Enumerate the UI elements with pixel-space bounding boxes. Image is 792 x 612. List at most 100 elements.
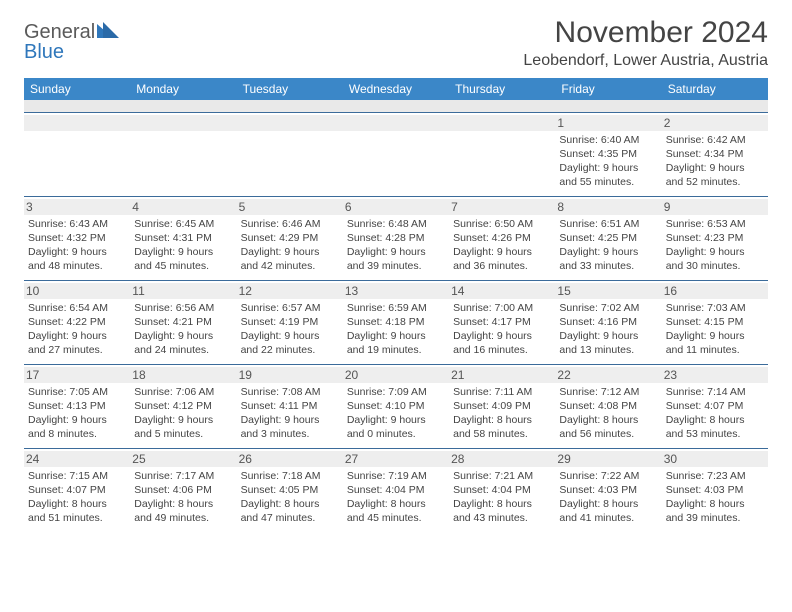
sunrise-text: Sunrise: 7:18 AM — [241, 469, 339, 483]
day-number: 13 — [343, 283, 449, 299]
logo-text-1: General — [24, 22, 95, 42]
week-row: 17 Sunrise: 7:05 AMSunset: 4:13 PMDayligh… — [24, 364, 768, 448]
day-cell-23: 23Sunrise: 7:14 AMSunset: 4:07 PMDayligh… — [662, 364, 768, 448]
sunset-text: Sunset: 4:28 PM — [347, 231, 445, 245]
daylight-text: Daylight: 8 hours and 39 minutes. — [666, 497, 764, 525]
empty-cell — [24, 112, 130, 196]
sunset-text: Sunset: 4:29 PM — [241, 231, 339, 245]
day-details: Sunrise: 6:51 AMSunset: 4:25 PMDaylight:… — [559, 217, 657, 274]
sunrise-text: Sunrise: 7:15 AM — [28, 469, 126, 483]
day-details: Sunrise: 6:53 AMSunset: 4:23 PMDaylight:… — [666, 217, 764, 274]
daynum-empty — [24, 115, 130, 131]
day-details: Sunrise: 6:50 AMSunset: 4:26 PMDaylight:… — [453, 217, 551, 274]
day-details: Sunrise: 6:43 AMSunset: 4:32 PMDaylight:… — [28, 217, 126, 274]
week-row: 24Sunrise: 7:15 AMSunset: 4:07 PMDayligh… — [24, 448, 768, 532]
sunset-text: Sunset: 4:16 PM — [559, 315, 657, 329]
day-cell-24: 24Sunrise: 7:15 AMSunset: 4:07 PMDayligh… — [24, 448, 130, 532]
sunrise-text: Sunrise: 7:14 AM — [666, 385, 764, 399]
day-details: Sunrise: 6:46 AMSunset: 4:29 PMDaylight:… — [241, 217, 339, 274]
day-cell-21: 21Sunrise: 7:11 AMSunset: 4:09 PMDayligh… — [449, 364, 555, 448]
blank-cell — [662, 100, 768, 112]
sunrise-text: Sunrise: 6:53 AM — [666, 217, 764, 231]
sunset-text: Sunset: 4:22 PM — [28, 315, 126, 329]
day-header-saturday: Saturday — [662, 78, 768, 100]
day-details: Sunrise: 7:14 AMSunset: 4:07 PMDaylight:… — [666, 385, 764, 442]
day-cell-19: 19Sunrise: 7:08 AMSunset: 4:11 PMDayligh… — [237, 364, 343, 448]
daylight-text: Daylight: 8 hours and 45 minutes. — [347, 497, 445, 525]
header: General Blue November 2024 Leobendorf, L… — [24, 16, 768, 70]
day-number: 25 — [130, 451, 236, 467]
blank-cell — [555, 100, 661, 112]
day-details: Sunrise: 7:06 AMSunset: 4:12 PMDaylight:… — [134, 385, 232, 442]
day-details: Sunrise: 6:48 AMSunset: 4:28 PMDaylight:… — [347, 217, 445, 274]
day-cell-15: 15Sunrise: 7:02 AMSunset: 4:16 PMDayligh… — [555, 280, 661, 364]
daylight-text: Daylight: 9 hours and 11 minutes. — [666, 329, 764, 357]
day-header-thursday: Thursday — [449, 78, 555, 100]
logo: General Blue — [24, 16, 119, 62]
day-details: Sunrise: 6:57 AMSunset: 4:19 PMDaylight:… — [241, 301, 339, 358]
daylight-text: Daylight: 9 hours and 27 minutes. — [28, 329, 126, 357]
location-text: Leobendorf, Lower Austria, Austria — [523, 52, 768, 70]
day-number: 2 — [662, 115, 768, 131]
daylight-text: Daylight: 8 hours and 41 minutes. — [559, 497, 657, 525]
day-cell-30: 30Sunrise: 7:23 AMSunset: 4:03 PMDayligh… — [662, 448, 768, 532]
day-details: Sunrise: 6:54 AMSunset: 4:22 PMDaylight:… — [28, 301, 126, 358]
sunset-text: Sunset: 4:26 PM — [453, 231, 551, 245]
day-number: 5 — [237, 199, 343, 215]
day-cell-26: 26Sunrise: 7:18 AMSunset: 4:05 PMDayligh… — [237, 448, 343, 532]
day-number: 9 — [662, 199, 768, 215]
day-cell-12: 12Sunrise: 6:57 AMSunset: 4:19 PMDayligh… — [237, 280, 343, 364]
day-details: Sunrise: 7:21 AMSunset: 4:04 PMDaylight:… — [453, 469, 551, 526]
sunset-text: Sunset: 4:34 PM — [666, 147, 764, 161]
daynum-empty — [130, 115, 236, 131]
day-number: 17 — [24, 367, 130, 383]
day-details: Sunrise: 6:56 AMSunset: 4:21 PMDaylight:… — [134, 301, 232, 358]
daylight-text: Daylight: 9 hours and 19 minutes. — [347, 329, 445, 357]
daylight-text: Daylight: 9 hours and 22 minutes. — [241, 329, 339, 357]
day-cell-7: 7Sunrise: 6:50 AMSunset: 4:26 PMDaylight… — [449, 196, 555, 280]
day-details: Sunrise: 6:45 AMSunset: 4:31 PMDaylight:… — [134, 217, 232, 274]
day-cell-14: 14Sunrise: 7:00 AMSunset: 4:17 PMDayligh… — [449, 280, 555, 364]
sunrise-text: Sunrise: 7:23 AM — [666, 469, 764, 483]
daylight-text: Daylight: 9 hours and 39 minutes. — [347, 245, 445, 273]
day-cell-4: 4Sunrise: 6:45 AMSunset: 4:31 PMDaylight… — [130, 196, 236, 280]
daylight-text: Daylight: 9 hours and 13 minutes. — [559, 329, 657, 357]
day-details: Sunrise: 7:05 AMSunset: 4:13 PMDaylight:… — [28, 385, 126, 442]
sunset-text: Sunset: 4:06 PM — [134, 483, 232, 497]
empty-cell — [449, 112, 555, 196]
day-details: Sunrise: 7:00 AMSunset: 4:17 PMDaylight:… — [453, 301, 551, 358]
daylight-text: Daylight: 9 hours and 48 minutes. — [28, 245, 126, 273]
day-number: 28 — [449, 451, 555, 467]
sunrise-text: Sunrise: 7:05 AM — [28, 385, 126, 399]
day-number: 20 — [343, 367, 449, 383]
day-number: 6 — [343, 199, 449, 215]
sunset-text: Sunset: 4:03 PM — [559, 483, 657, 497]
sunrise-text: Sunrise: 7:00 AM — [453, 301, 551, 315]
empty-cell — [237, 112, 343, 196]
day-details: Sunrise: 7:09 AMSunset: 4:10 PMDaylight:… — [347, 385, 445, 442]
day-cell-9: 9 Sunrise: 6:53 AMSunset: 4:23 PMDaylight… — [662, 196, 768, 280]
day-details: Sunrise: 6:40 AMSunset: 4:35 PMDaylight:… — [559, 133, 657, 190]
daylight-text: Daylight: 8 hours and 47 minutes. — [241, 497, 339, 525]
day-header-monday: Monday — [130, 78, 236, 100]
day-number: 8 — [555, 199, 661, 215]
daynum-empty — [343, 115, 449, 131]
day-header-sunday: Sunday — [24, 78, 130, 100]
sunrise-text: Sunrise: 6:40 AM — [559, 133, 657, 147]
calendar-table: SundayMondayTuesdayWednesdayThursdayFrid… — [24, 78, 768, 532]
sunrise-text: Sunrise: 6:50 AM — [453, 217, 551, 231]
day-cell-10: 10Sunrise: 6:54 AMSunset: 4:22 PMDayligh… — [24, 280, 130, 364]
blank-cell — [343, 100, 449, 112]
day-number: 16 — [662, 283, 768, 299]
sunset-text: Sunset: 4:04 PM — [453, 483, 551, 497]
sunrise-text: Sunrise: 7:11 AM — [453, 385, 551, 399]
empty-cell — [343, 112, 449, 196]
day-cell-20: 20 Sunrise: 7:09 AMSunset: 4:10 PMDayligh… — [343, 364, 449, 448]
sunset-text: Sunset: 4:12 PM — [134, 399, 232, 413]
day-cell-25: 25Sunrise: 7:17 AMSunset: 4:06 PMDayligh… — [130, 448, 236, 532]
daylight-text: Daylight: 8 hours and 56 minutes. — [559, 413, 657, 441]
sunset-text: Sunset: 4:21 PM — [134, 315, 232, 329]
daylight-text: Daylight: 9 hours and 30 minutes. — [666, 245, 764, 273]
sunrise-text: Sunrise: 6:45 AM — [134, 217, 232, 231]
sunrise-text: Sunrise: 6:56 AM — [134, 301, 232, 315]
